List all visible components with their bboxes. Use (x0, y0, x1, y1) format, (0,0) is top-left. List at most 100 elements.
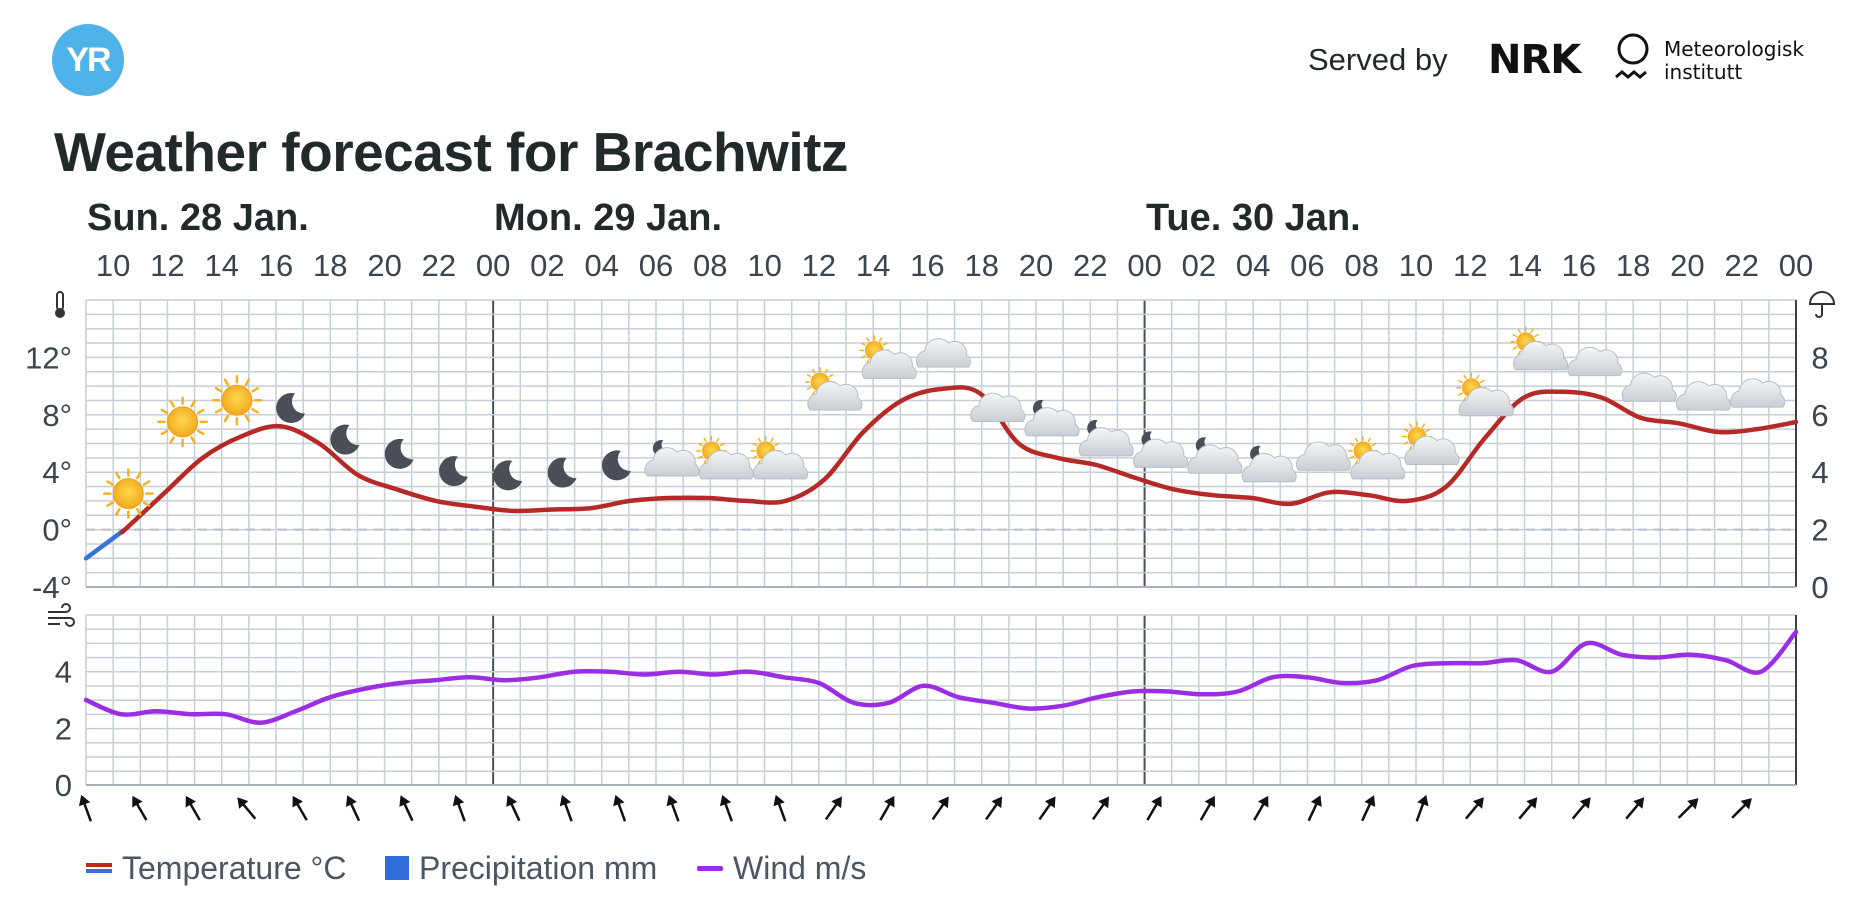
sun-ray (757, 459, 762, 465)
arrow-head (1579, 797, 1591, 809)
sun-ray (806, 374, 812, 378)
wind-arrow-icon (931, 796, 949, 821)
nrk-logo[interactable]: NRK (1488, 37, 1581, 83)
wind-arrow-icon (1253, 795, 1269, 821)
cloud-shape (644, 447, 700, 477)
sun-ray (1512, 346, 1518, 350)
cloud-shape (1024, 407, 1080, 437)
x-tick-label: 04 (584, 248, 618, 283)
wind-arrow-icon (78, 794, 92, 822)
arrow-head (1310, 795, 1322, 807)
sun-ray (1403, 428, 1409, 432)
yr-logo[interactable]: YR (52, 24, 124, 96)
precip-tick-label: 0 (1811, 570, 1828, 605)
wind-arrow-icon (399, 795, 414, 822)
sun-ray (824, 368, 828, 374)
arrow-head (991, 796, 1003, 809)
x-axis-labels: 10 12 14 16 18 20 22 00 02 04 06 08 10 12 14 16 18 20 22 00… (96, 248, 1813, 283)
cloud-shape (861, 349, 917, 379)
sun-ray (1409, 423, 1413, 428)
temp-tick-label: 8° (42, 398, 72, 433)
x-tick-label: 00 (1127, 248, 1161, 283)
wind-series (83, 629, 1799, 725)
x-tick-label: 14 (1507, 248, 1541, 283)
x-tick-label: 08 (693, 248, 727, 283)
wind-icon (48, 603, 75, 627)
x-tick-label: 14 (204, 248, 238, 283)
sun-ray (106, 501, 114, 507)
sun-ray (1534, 333, 1539, 338)
cloud-shape (970, 392, 1026, 422)
moon-shape (330, 424, 360, 455)
moon-cloud-icon (1133, 431, 1189, 468)
wind-arrow-icon (185, 795, 201, 821)
cloud-icon (1296, 441, 1351, 471)
moon-icon (547, 457, 577, 488)
day-label-mon: Mon. 29 Jan. (494, 197, 723, 239)
met-institute-logo-icon[interactable] (1612, 32, 1654, 94)
arrow-head (185, 795, 196, 808)
sun-cloud-icon (1456, 372, 1514, 417)
arrow-head (719, 794, 732, 807)
sun-cloud-icon (1510, 326, 1569, 371)
sun-ray (223, 378, 230, 386)
arrow-head (292, 795, 303, 808)
sun-ray (223, 414, 230, 423)
sun-ray (1476, 374, 1480, 380)
sun-ray (866, 359, 870, 364)
sun-ray (196, 408, 205, 415)
x-tick-label: 10 (96, 248, 130, 283)
sun-ray (757, 437, 762, 443)
sun-disc (221, 384, 253, 416)
x-tick-label: 16 (1562, 248, 1596, 283)
arrow-head (884, 795, 895, 808)
wind-arrow-icon (1199, 795, 1215, 821)
arrow-head (1204, 795, 1215, 808)
moon-icon (276, 392, 306, 423)
temp-tick-label: 0° (42, 513, 72, 548)
wind-arrow-icon (879, 795, 895, 821)
arrow-head (237, 797, 249, 809)
sun-ray (244, 378, 251, 386)
sun-ray (1530, 328, 1534, 334)
sun-disc (167, 406, 199, 438)
sun-ray (251, 387, 259, 393)
legend-temperature[interactable]: Temperature °C (86, 848, 346, 888)
moon-shape (547, 457, 577, 488)
x-tick-label: 18 (964, 248, 998, 283)
thermometer-icon (55, 291, 65, 318)
moon-shape (384, 438, 414, 469)
legend-wind[interactable]: Wind m/s (697, 848, 866, 888)
sun-ray (190, 399, 196, 408)
wind-legend-swatch (697, 866, 723, 871)
sun-ray (812, 390, 816, 396)
x-tick-label: 00 (476, 248, 510, 283)
sun-ray (861, 342, 866, 346)
sun-ray (160, 408, 169, 415)
wind-direction-arrows (78, 794, 1752, 822)
arrow-head (831, 796, 842, 809)
sun-cloud-icon (804, 366, 863, 411)
cloud-icon (1567, 346, 1623, 377)
moon-shape (439, 456, 468, 487)
legend-precipitation[interactable]: Precipitation mm (385, 848, 657, 888)
cloud-shape (1458, 386, 1514, 417)
temperature-legend-swatch (86, 863, 112, 873)
sun-ray (752, 455, 758, 459)
cloud-shape (1404, 435, 1460, 466)
wind-arrow-icon (719, 794, 733, 822)
sun-ray (878, 337, 883, 342)
sun-ray (1458, 392, 1463, 396)
x-tick-label: 08 (1344, 248, 1378, 283)
sun-ray (703, 459, 707, 465)
x-tick-label: 22 (1073, 248, 1107, 283)
moon-cloud-icon (644, 440, 700, 477)
met-line-2: institutt (1664, 60, 1743, 84)
wind-arrow-icon (1571, 797, 1591, 820)
sun-cloud-icon (1347, 435, 1406, 480)
wind-tick-label: 0 (55, 768, 72, 803)
x-tick-label: 16 (259, 248, 293, 283)
day-label-tue: Tue. 30 Jan. (1146, 197, 1361, 239)
wind-arrow-icon (506, 795, 521, 822)
precip-tick-label: 2 (1811, 513, 1828, 548)
